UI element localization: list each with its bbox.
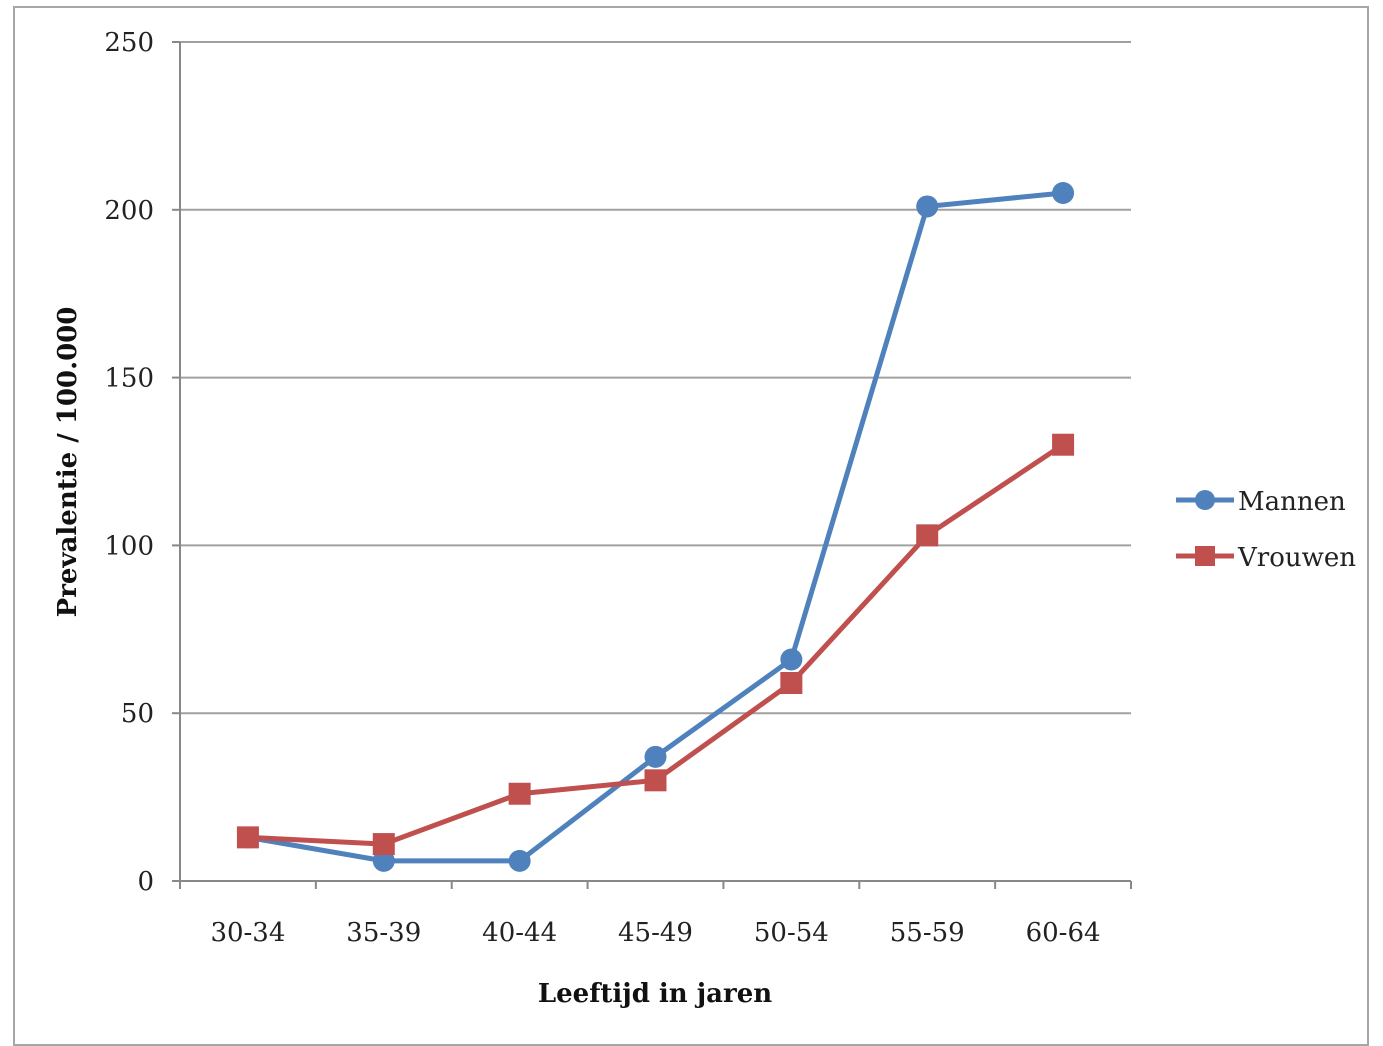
x-tick-label: 35-39	[346, 918, 421, 948]
y-tick-labels: 0 50 100 150 200 250	[104, 28, 154, 897]
series-group	[236, 182, 1075, 872]
point-vrouwen	[780, 671, 803, 694]
gridlines	[180, 41, 1131, 715]
point-vrouwen	[1052, 433, 1075, 456]
x-axis-title: Leeftijd in jaren	[538, 979, 772, 1009]
point-mannen	[508, 849, 531, 872]
point-mannen	[916, 195, 939, 218]
point-mannen	[644, 745, 667, 768]
x-tick-label: 50-54	[754, 918, 829, 948]
point-vrouwen	[372, 833, 395, 856]
y-tick-label: 100	[104, 531, 154, 561]
point-mannen	[780, 648, 803, 671]
legend-item-vrouwen: Vrouwen	[1176, 543, 1356, 573]
x-tick-label: 45-49	[618, 918, 693, 948]
legend-marker-mannen	[1195, 490, 1215, 510]
x-tick-label: 60-64	[1026, 918, 1101, 948]
x-tick-labels: 30-34 35-39 40-44 45-49 50-54 55-59 60-64	[210, 918, 1100, 948]
y-tick-label: 50	[121, 699, 154, 729]
point-mannen	[1052, 182, 1075, 205]
legend-label-vrouwen: Vrouwen	[1237, 543, 1356, 573]
y-axis-title: Prevalentie / 100.000	[53, 307, 83, 618]
y-tick-label: 250	[104, 28, 154, 58]
point-vrouwen	[508, 782, 531, 805]
legend-label-mannen: Mannen	[1238, 487, 1346, 517]
point-vrouwen	[644, 769, 667, 792]
legend: Mannen Vrouwen	[1176, 487, 1356, 573]
series-mannen	[236, 182, 1075, 872]
y-tick-label: 150	[104, 364, 154, 394]
legend-item-mannen: Mannen	[1176, 487, 1346, 517]
x-tick-label: 55-59	[890, 918, 965, 948]
point-mannen	[372, 849, 395, 872]
chart-frame	[13, 6, 1369, 1046]
axes	[172, 41, 1132, 889]
point-vrouwen	[236, 826, 259, 849]
y-tick-label: 0	[137, 867, 154, 897]
x-tick-label: 40-44	[482, 918, 557, 948]
y-tick-label: 200	[104, 196, 154, 226]
series-vrouwen	[236, 433, 1075, 856]
legend-marker-vrouwen	[1195, 546, 1215, 566]
x-tick-label: 30-34	[210, 918, 285, 948]
point-vrouwen	[916, 524, 939, 547]
